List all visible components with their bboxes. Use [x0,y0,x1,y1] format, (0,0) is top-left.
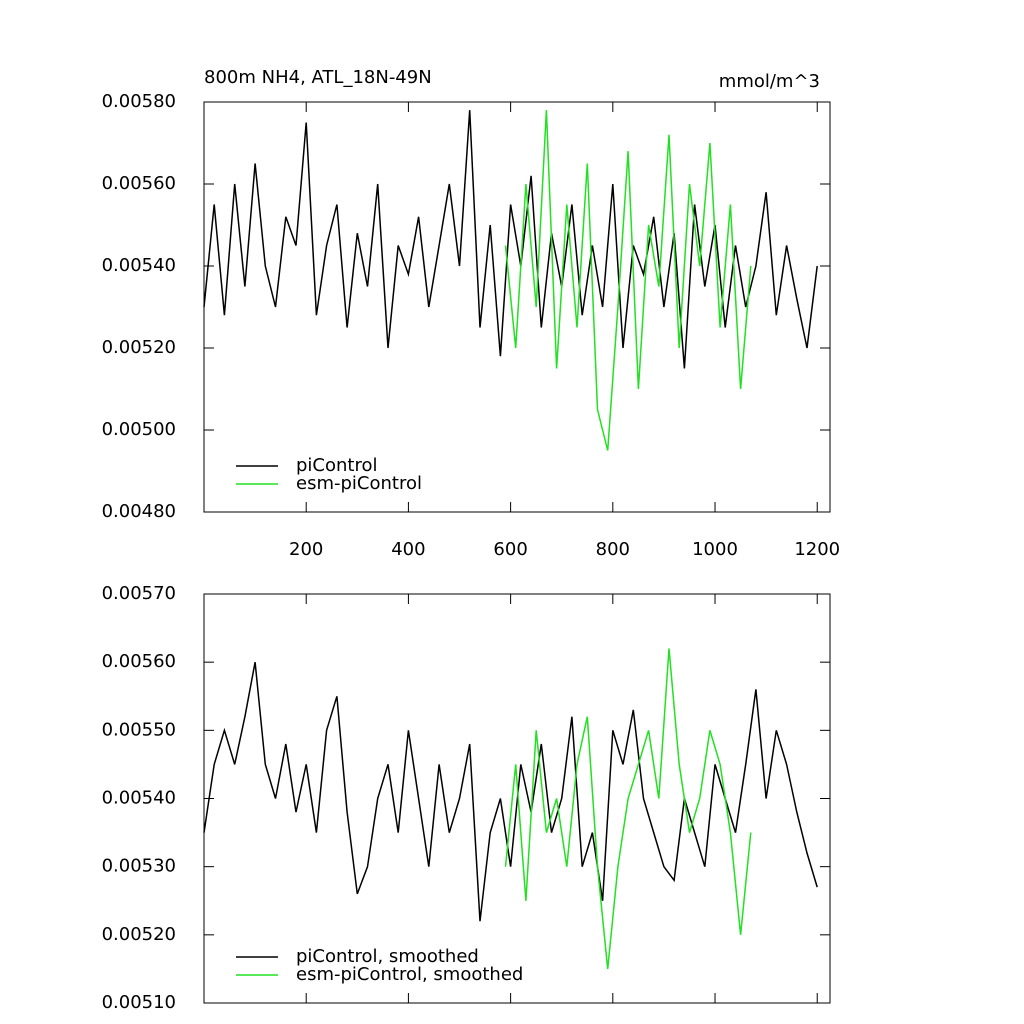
y-tick-label: 0.00550 [102,719,176,740]
y-tick-label: 0.00560 [102,651,176,672]
y-tick-label: 0.00520 [102,337,176,358]
y-tick-label: 0.00580 [102,91,176,112]
y-tick-label: 0.00510 [102,992,176,1013]
y-tick-label: 0.00480 [102,501,176,522]
x-tick-label: 1000 [692,539,738,560]
legend-label: esm-piControl [296,473,422,494]
y-tick-label: 0.00540 [102,788,176,809]
data-line [504,110,752,451]
y-tick-label: 0.00560 [102,173,176,194]
y-tick-label: 0.00540 [102,255,176,276]
data-line [203,110,818,369]
data-line [504,648,752,969]
y-tick-label: 0.00530 [102,856,176,877]
legend-label: piControl [296,455,378,476]
y-tick-label: 0.00520 [102,924,176,945]
data-line [203,662,818,922]
units-label: mmol/m^3 [719,71,820,92]
legend-label: piControl, smoothed [296,946,479,967]
x-tick-label: 600 [493,539,527,560]
x-tick-label: 200 [289,539,323,560]
x-tick-label: 800 [596,539,630,560]
y-tick-label: 0.00570 [102,583,176,604]
y-tick-label: 0.00500 [102,419,176,440]
chart-title: 800m NH4, ATL_18N-49N [204,67,432,88]
x-tick-label: 1200 [794,539,840,560]
legend-label: esm-piControl, smoothed [296,964,523,985]
x-tick-label: 400 [391,539,425,560]
